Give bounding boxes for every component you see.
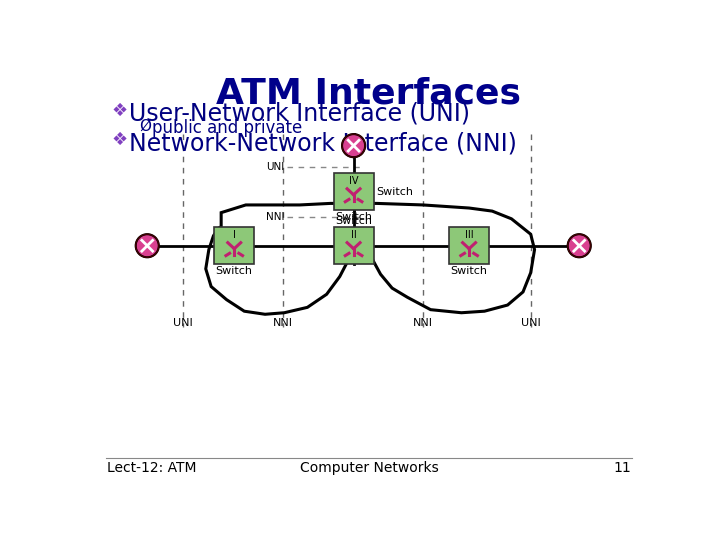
Text: ❖: ❖ (111, 131, 127, 149)
Text: Lect-12: ATM: Lect-12: ATM (107, 461, 197, 475)
Bar (215, 227, 254, 264)
Text: User-Network Interface (UNI): User-Network Interface (UNI) (129, 102, 469, 126)
Text: I: I (233, 230, 235, 240)
Text: Switch: Switch (335, 212, 372, 222)
Text: Switch: Switch (335, 215, 372, 226)
Text: II: II (351, 230, 356, 240)
Text: UNI: UNI (521, 318, 541, 328)
Circle shape (342, 134, 365, 157)
Text: 11: 11 (613, 461, 631, 475)
Text: Ø: Ø (140, 119, 151, 134)
Text: Switch: Switch (451, 266, 487, 276)
Circle shape (567, 234, 590, 257)
Text: Switch: Switch (216, 266, 253, 276)
Text: Computer Networks: Computer Networks (300, 461, 438, 475)
Text: ATM Interfaces: ATM Interfaces (217, 76, 521, 110)
Bar (449, 227, 489, 264)
Text: UNI: UNI (266, 162, 284, 172)
Bar (333, 227, 374, 264)
Text: NNI: NNI (273, 318, 293, 328)
Circle shape (135, 234, 159, 257)
Text: UNI: UNI (173, 318, 192, 328)
Text: ❖: ❖ (111, 102, 127, 120)
Text: Switch: Switch (377, 187, 414, 197)
Text: III: III (465, 230, 474, 240)
Text: NNI: NNI (413, 318, 433, 328)
Text: NNI: NNI (266, 212, 284, 222)
Text: Network-Network Interface (NNI): Network-Network Interface (NNI) (129, 131, 517, 155)
Bar (333, 173, 374, 211)
Text: public and private: public and private (152, 119, 302, 137)
Text: IV: IV (349, 176, 359, 186)
